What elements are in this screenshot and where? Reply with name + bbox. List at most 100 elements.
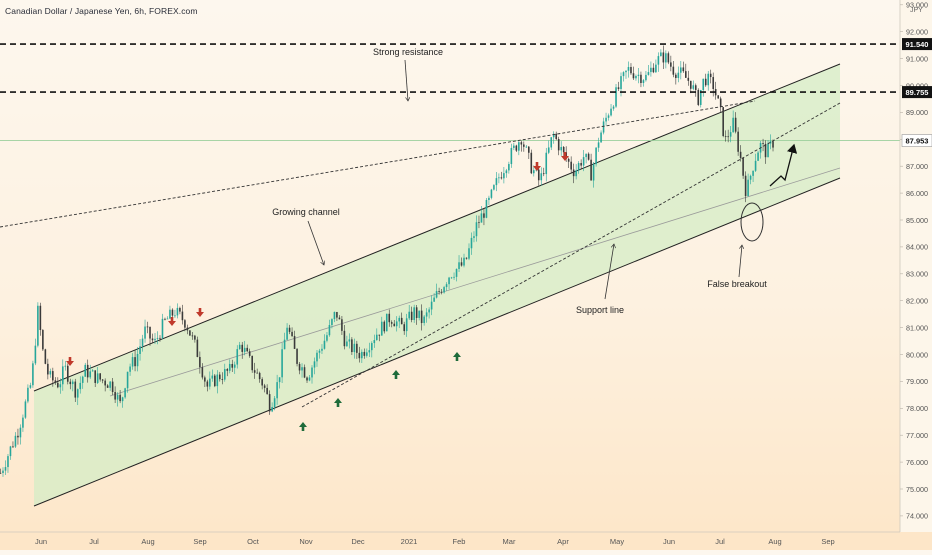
- candle-body: [191, 335, 194, 337]
- candle-body: [423, 316, 425, 324]
- candle-body: [717, 95, 719, 99]
- candle-body: [338, 317, 341, 320]
- candle-body: [348, 339, 351, 342]
- candle-body: [388, 313, 391, 323]
- candle-body: [620, 76, 622, 89]
- candle-body: [356, 343, 358, 353]
- candle-body: [595, 147, 597, 165]
- candle-body: [62, 366, 64, 385]
- sell-arrow-icon: [168, 317, 176, 326]
- candle-body: [22, 417, 24, 428]
- candle-body: [189, 330, 191, 336]
- candle-body: [393, 323, 396, 327]
- candle-body: [550, 137, 553, 148]
- candle-body: [283, 339, 286, 350]
- candle-body: [483, 213, 485, 218]
- candle-body: [303, 367, 306, 378]
- candle-body: [331, 319, 333, 326]
- candle-body: [246, 347, 249, 352]
- candle-body: [677, 72, 680, 78]
- candle-body: [685, 71, 687, 78]
- candle-body: [313, 361, 316, 368]
- candle-body: [17, 435, 19, 438]
- candle-body: [488, 197, 490, 201]
- candle-body: [697, 89, 700, 105]
- candle-body: [485, 200, 488, 218]
- y-tick-label: 93.000: [906, 1, 928, 10]
- candle-body: [615, 87, 617, 107]
- candle-body: [164, 318, 166, 320]
- candle-body: [525, 146, 528, 148]
- candle-body: [475, 222, 478, 237]
- candle-body: [66, 365, 69, 382]
- x-tick-label: Jun: [35, 537, 47, 546]
- candle-body: [557, 138, 560, 151]
- candle-body: [637, 74, 640, 76]
- candle-body: [580, 163, 582, 166]
- candle-body: [268, 394, 271, 412]
- candle-body: [156, 337, 159, 339]
- candle-body: [341, 319, 343, 331]
- annotation-growing-channel-pointer: [307, 220, 324, 265]
- candle-body: [321, 348, 323, 351]
- candle-body: [366, 352, 368, 356]
- candle-body: [645, 74, 647, 81]
- candle-body: [233, 364, 236, 368]
- candle-body: [84, 364, 87, 377]
- candle-body: [440, 291, 443, 293]
- x-tick-label: Jun: [663, 537, 675, 546]
- candle-body: [59, 384, 62, 388]
- candle-body: [403, 324, 406, 332]
- candle-body: [590, 159, 592, 181]
- candle-body: [154, 338, 156, 341]
- candle-body: [660, 52, 662, 57]
- y-tick-label: 82.000: [906, 297, 928, 306]
- candle-body: [169, 309, 171, 319]
- candle-body: [149, 326, 151, 339]
- candle-body: [490, 189, 493, 198]
- sell-arrow-icon: [66, 357, 74, 366]
- candle-body: [201, 367, 204, 378]
- candle-body: [323, 340, 326, 349]
- candle-body: [540, 173, 543, 181]
- candle-body: [395, 321, 398, 327]
- candle-body: [79, 382, 82, 390]
- candle-body: [251, 355, 253, 371]
- candle-body: [47, 363, 49, 375]
- candle-body: [209, 378, 211, 387]
- candle-body: [390, 322, 393, 324]
- candle-body: [523, 144, 525, 147]
- candle-body: [670, 62, 672, 67]
- candle-body: [141, 338, 144, 347]
- candle-body: [665, 53, 667, 63]
- candle-body: [223, 369, 226, 380]
- annotation-strong-resistance-pointer: [404, 59, 408, 101]
- candle-body: [585, 153, 587, 158]
- candle-body: [94, 370, 96, 383]
- candle-body: [318, 350, 321, 353]
- channel-lower-line: [33, 177, 841, 507]
- candle-body: [610, 108, 612, 116]
- buy-arrow-icon: [334, 398, 342, 407]
- sell-arrow-icon: [533, 162, 541, 171]
- candle-body: [719, 98, 722, 108]
- candle-body: [7, 456, 9, 468]
- candle-body: [612, 106, 615, 109]
- candle-body: [333, 311, 336, 320]
- candle-body: [236, 349, 239, 365]
- candle-body: [99, 373, 101, 380]
- candle-body: [687, 77, 690, 81]
- candle-body: [199, 356, 201, 368]
- candle-body: [24, 401, 27, 418]
- candle-body: [14, 435, 17, 447]
- x-tick-label: Feb: [453, 537, 466, 546]
- candle-body: [742, 157, 744, 176]
- candle-body: [253, 370, 256, 373]
- candle-body: [545, 152, 548, 175]
- candle-body: [468, 248, 470, 259]
- candle-body: [400, 317, 403, 325]
- y-tick-label: 90.000: [906, 81, 928, 90]
- candle-body: [261, 379, 263, 386]
